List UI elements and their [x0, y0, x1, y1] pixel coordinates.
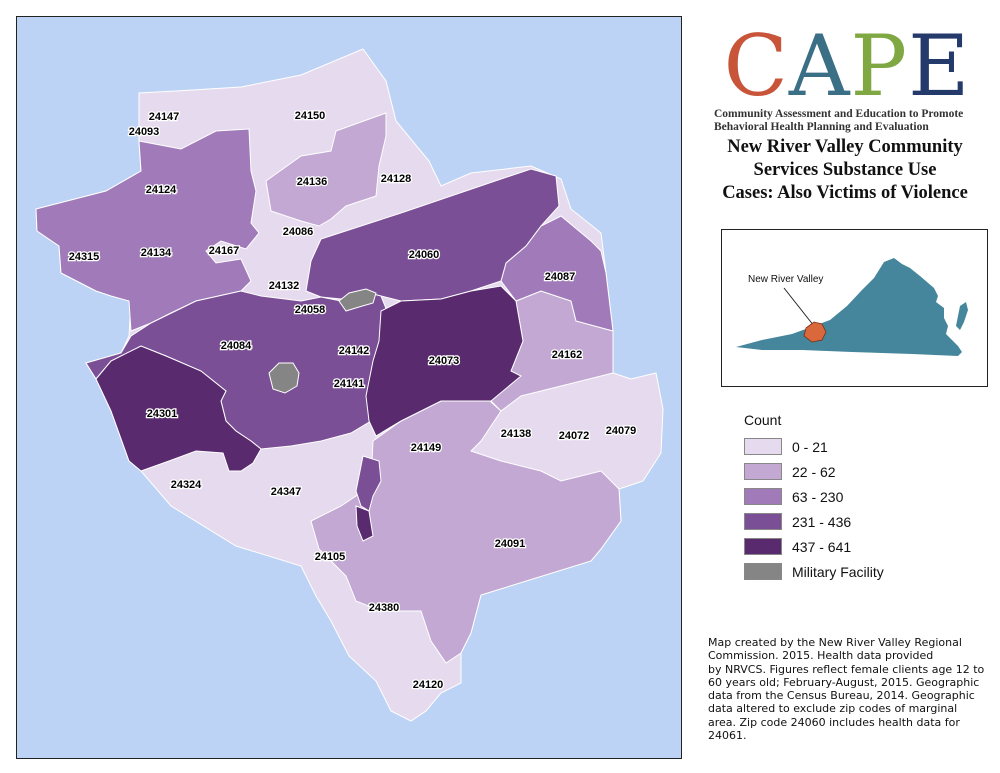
inset-label: New River Valley — [748, 274, 824, 285]
legend-swatch — [744, 438, 782, 455]
zip-label: 24149 — [411, 442, 442, 454]
choropleth-map: 24147 24093 24150 24124 24136 24128 2413… — [35, 48, 664, 722]
credits-line: data altered to exclude zip codes of mar… — [708, 702, 958, 716]
eastern-shore-shape — [956, 302, 968, 330]
zip-labels: 24147 24093 24150 24124 24136 24128 2413… — [67, 109, 637, 693]
logo-tagline-line: Community Assessment and Education to Pr… — [714, 108, 964, 120]
zip-label: 24138 — [501, 428, 532, 440]
virginia-state-map — [736, 258, 968, 356]
logo-letter: P — [850, 17, 909, 115]
military-facility-radford — [268, 362, 300, 394]
map-credits: Map created by the New River Valley Regi… — [708, 636, 990, 742]
zip-label: 24105 — [315, 551, 346, 563]
zone-22-62-24136 — [265, 112, 387, 227]
logo-wordmark: CAPE — [712, 24, 982, 108]
zip-label: 24093 — [129, 126, 160, 138]
legend-swatch — [744, 513, 782, 530]
map-title-line: Cases: Also Victims of Violence — [722, 183, 968, 203]
nrv-region-highlight — [803, 321, 827, 343]
credits-line: 24061. — [708, 729, 747, 743]
zip-label: 24315 — [69, 251, 100, 263]
zip-label: 24087 — [545, 271, 576, 283]
zip-label: 24086 — [283, 226, 314, 238]
zone-231-436-stripe — [355, 455, 382, 512]
legend: Count 0 - 21 22 - 62 63 - 230 231 - 436 … — [744, 412, 964, 584]
map-title: New River Valley Community Services Subs… — [700, 136, 990, 205]
virginia-state-shape — [736, 258, 962, 356]
cape-logo: CAPE Community Assessment and Education … — [712, 24, 982, 134]
credits-line: 60 years old; February-August, 2015. Geo… — [708, 675, 980, 689]
legend-label: 231 - 436 — [792, 513, 852, 530]
zip-label: 24072 — [559, 430, 590, 442]
legend-item: 231 - 436 — [744, 509, 964, 534]
zip-label: 24134 — [141, 247, 172, 259]
zip-label: 24324 — [171, 479, 202, 491]
zip-label: 24060 — [409, 249, 440, 261]
map-title-line: Services Substance Use — [753, 160, 937, 180]
legend-label: 63 - 230 — [792, 488, 844, 505]
legend-label: 22 - 62 — [792, 463, 836, 480]
zip-label: 24136 — [297, 176, 328, 188]
zip-label: 24141 — [334, 378, 365, 390]
legend-label: 0 - 21 — [792, 438, 828, 455]
credits-line: Map created by the New River Valley Regi… — [708, 636, 962, 649]
zip-label: 24132 — [269, 280, 300, 292]
zone-22-62-south — [310, 392, 622, 664]
legend-swatch — [744, 488, 782, 505]
map-frame: 24147 24093 24150 24124 24136 24128 2413… — [16, 16, 682, 759]
legend-swatch — [744, 463, 782, 480]
legend-item: 22 - 62 — [744, 459, 964, 484]
zip-label: 24084 — [221, 340, 252, 352]
logo-tagline-line: Behavioral Health Planning and Evaluatio… — [714, 121, 929, 133]
logo-letter: C — [723, 17, 789, 115]
zip-label: 24167 — [209, 245, 240, 257]
logo-tagline: Community Assessment and Education to Pr… — [712, 108, 982, 134]
credits-line: by NRVCS. Figures reflect female clients… — [708, 662, 985, 676]
zip-label: 24150 — [295, 110, 326, 122]
zip-label: 24124 — [146, 184, 177, 196]
zip-label: 24301 — [147, 408, 178, 420]
zip-label: 24142 — [339, 345, 370, 357]
zone-437-641-24073 — [365, 285, 524, 437]
legend-swatch — [744, 563, 782, 580]
credits-line: area. Zip code 24060 includes health dat… — [708, 715, 960, 729]
zip-label: 24380 — [369, 602, 400, 614]
military-facility-north — [338, 288, 377, 312]
zone-437-641-24301 — [95, 345, 262, 472]
map-title-line: New River Valley Community — [727, 137, 963, 157]
logo-letter: E — [908, 17, 971, 115]
zip-label: 24347 — [271, 486, 302, 498]
zip-label: 24091 — [495, 538, 526, 550]
legend-label: 437 - 641 — [792, 538, 852, 555]
legend-swatch — [744, 538, 782, 555]
zip-label: 24162 — [552, 349, 583, 361]
zip-label: 24128 — [381, 173, 412, 185]
credits-line: Commission. 2015. Health data provided — [708, 649, 934, 663]
zip-label: 24147 — [149, 111, 180, 123]
inset-locator-map: New River Valley — [721, 229, 988, 387]
zip-label: 24120 — [413, 679, 444, 691]
locator-leader-line — [783, 287, 815, 327]
logo-letter: A — [788, 17, 851, 115]
zone-437-641-strip — [355, 505, 374, 542]
zip-label: 24058 — [295, 304, 326, 316]
credits-line: data from the Census Bureau, 2014. Geogr… — [708, 689, 975, 703]
legend-title: Count — [744, 412, 782, 428]
legend-item: 437 - 641 — [744, 534, 964, 559]
zip-label: 24073 — [429, 355, 460, 367]
zone-231-436-24060 — [305, 168, 560, 302]
legend-label: Military Facility — [792, 563, 884, 580]
zip-label: 24079 — [606, 425, 637, 437]
legend-item: 0 - 21 — [744, 434, 964, 459]
legend-item: Military Facility — [744, 559, 964, 584]
legend-item: 63 - 230 — [744, 484, 964, 509]
